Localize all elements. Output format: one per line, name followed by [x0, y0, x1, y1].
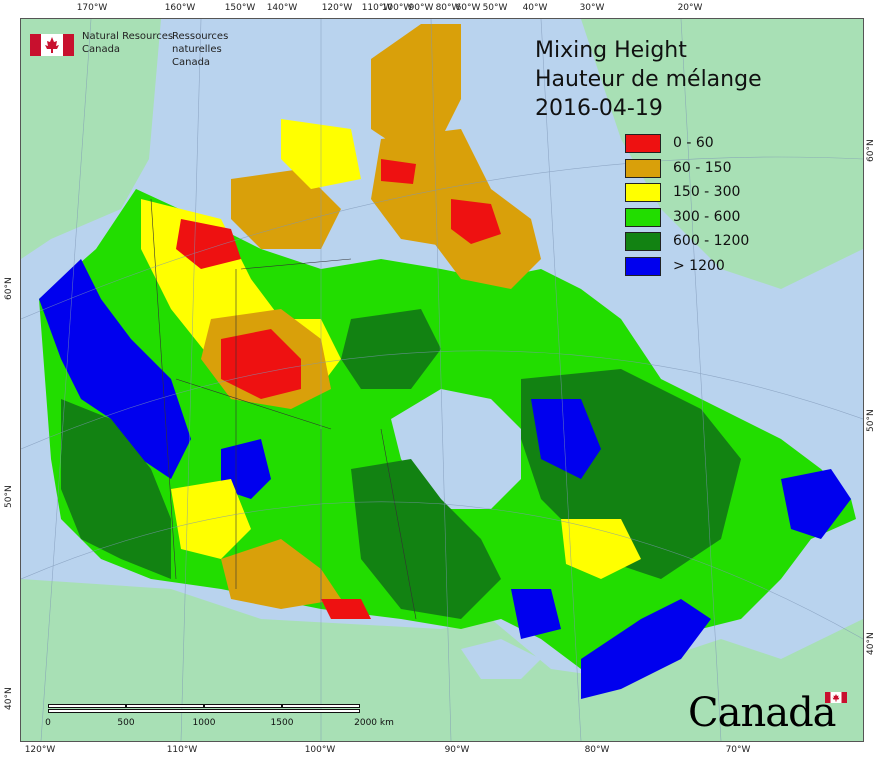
alberta-blue — [221, 439, 271, 499]
tick-label-top: 150°W — [224, 3, 256, 13]
map-frame — [20, 18, 864, 742]
legend-swatch — [625, 207, 661, 227]
legend-label: 0 - 60 — [673, 135, 714, 151]
map-canvas — [21, 19, 863, 741]
nunavut-red-1 — [176, 219, 241, 269]
victoria-island — [231, 169, 341, 249]
tick-label-top: 60°W — [455, 3, 481, 13]
baffin-red — [451, 199, 501, 244]
ontario-blue — [511, 589, 561, 639]
tick-label-top: 120°W — [321, 3, 353, 13]
legend-swatch — [625, 134, 661, 153]
legend-swatch — [625, 158, 661, 178]
tick-label-bottom: 100°W — [304, 745, 336, 755]
tick-label-bottom: 80°W — [584, 745, 610, 755]
scale-segment — [282, 704, 360, 708]
arctic-islands — [371, 24, 461, 149]
prairies-red — [321, 599, 371, 619]
tick-label-left: 50°N — [4, 485, 14, 508]
scale-label: 0 — [45, 718, 51, 728]
org-french-line1: Ressources naturelles — [172, 31, 229, 55]
org-english-line2: Canada — [82, 44, 121, 55]
tick-label-top: 160°W — [164, 3, 196, 13]
scale-label: 1000 — [192, 718, 216, 728]
tick-label-top: 170°W — [76, 3, 108, 13]
united-states — [21, 579, 863, 741]
quebec-yellow — [561, 519, 641, 579]
great-slave-low — [221, 329, 301, 399]
scale-label: 500 — [117, 718, 135, 728]
scale-label: 2000 km — [354, 718, 394, 728]
canada-wordmark: Canada — [688, 690, 837, 736]
legend-label: > 1200 — [673, 257, 725, 274]
legend-label: 300 - 600 — [673, 208, 741, 225]
org-english: Natural Resources Canada — [82, 30, 173, 56]
tick-label-bottom: 120°W — [24, 745, 56, 755]
tick-label-top: 20°W — [677, 3, 703, 13]
org-french-line2: Canada — [172, 57, 211, 68]
legend-swatch — [625, 183, 661, 202]
alaska — [21, 19, 161, 259]
legend-label: 600 - 1200 — [673, 233, 750, 249]
legend-swatch — [625, 232, 661, 251]
canada-flag-icon — [30, 34, 74, 56]
scale-segment — [48, 704, 126, 708]
tick-label-top: 50°W — [482, 3, 508, 13]
map-title: Mixing Height Hauteur de mélange 2016-04… — [535, 36, 762, 123]
tick-label-bottom: 110°W — [166, 745, 198, 755]
scale-bar: 0 500 1000 1500 2000 km — [44, 704, 394, 732]
nwt-dark-green — [341, 309, 441, 389]
bc-high — [39, 259, 191, 479]
org-english-line1: Natural Resources — [82, 31, 174, 42]
bc-green — [61, 399, 171, 579]
tick-label-bottom: 90°W — [444, 745, 470, 755]
scale-bar-segments — [48, 704, 360, 714]
title-english: Mixing Height — [535, 38, 687, 63]
tick-label-top: 30°W — [579, 3, 605, 13]
scale-segment — [126, 704, 204, 708]
great-lakes — [461, 639, 541, 679]
ontario-dark-green — [351, 459, 501, 619]
tick-label-right: 40°N — [866, 632, 876, 655]
greenland — [581, 19, 863, 289]
organization-header: Natural Resources Canada Ressources natu… — [30, 30, 250, 68]
legend-label: 60 - 150 — [673, 159, 732, 176]
st-lawrence-blue — [581, 599, 711, 699]
tick-label-top: 80°W — [435, 3, 461, 13]
wordmark-flag-icon — [825, 692, 847, 703]
tick-label-top: 110°W — [361, 3, 393, 13]
legend-label: 150 - 300 — [673, 184, 741, 200]
scale-segment-lower — [48, 709, 360, 713]
ellesmere-red — [381, 159, 416, 184]
org-french: Ressources naturelles Canada — [172, 30, 250, 69]
tick-label-top: 100°W — [381, 3, 413, 13]
tick-label-top: 140°W — [266, 3, 298, 13]
scale-segment — [204, 704, 282, 708]
title-date: 2016-04-19 — [535, 96, 663, 121]
title-french: Hauteur de mélange — [535, 67, 762, 92]
legend-swatch — [625, 256, 661, 276]
quebec-blue — [531, 399, 601, 479]
tick-label-left: 60°N — [4, 277, 14, 300]
tick-label-right: 60°N — [866, 139, 876, 162]
tick-label-right: 50°N — [866, 409, 876, 432]
tick-label-top: 90°W — [408, 3, 434, 13]
tick-label-left: 40°N — [4, 687, 14, 710]
tick-label-top: 40°W — [522, 3, 548, 13]
prairies-orange — [221, 539, 341, 609]
tick-label-bottom: 70°W — [725, 745, 751, 755]
graticule — [21, 19, 863, 741]
scale-label: 1500 — [270, 718, 294, 728]
atlantic-blue — [781, 469, 851, 539]
